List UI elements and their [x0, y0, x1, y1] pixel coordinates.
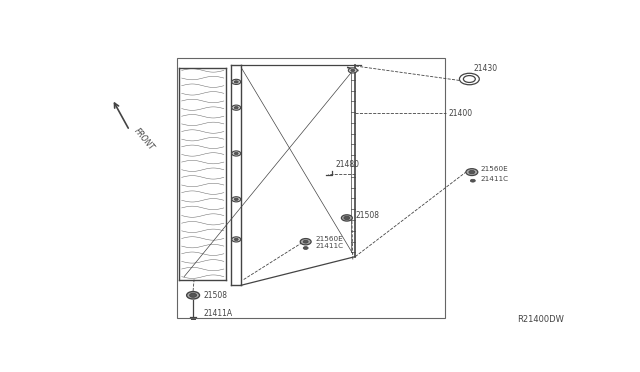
- Circle shape: [234, 198, 238, 201]
- Text: 21430: 21430: [474, 64, 497, 74]
- Circle shape: [303, 247, 308, 250]
- Circle shape: [232, 237, 241, 242]
- Text: 21411C: 21411C: [316, 243, 344, 249]
- Circle shape: [300, 238, 311, 245]
- Circle shape: [344, 216, 350, 219]
- Circle shape: [470, 179, 476, 182]
- Circle shape: [234, 81, 238, 83]
- Bar: [177, 58, 445, 318]
- Circle shape: [232, 105, 241, 110]
- Text: 21411A: 21411A: [203, 310, 232, 318]
- Text: FRONT: FRONT: [132, 126, 156, 152]
- Circle shape: [469, 170, 475, 174]
- Text: 21560E: 21560E: [316, 236, 343, 242]
- Circle shape: [232, 151, 241, 156]
- Text: 21411C: 21411C: [481, 176, 509, 182]
- Circle shape: [187, 292, 200, 299]
- Circle shape: [234, 153, 238, 155]
- Circle shape: [232, 197, 241, 202]
- Circle shape: [234, 106, 238, 109]
- Text: 21508: 21508: [203, 291, 227, 300]
- Circle shape: [341, 215, 352, 221]
- Text: 21560E: 21560E: [481, 166, 509, 172]
- Circle shape: [351, 69, 355, 71]
- Text: 21508: 21508: [356, 211, 380, 221]
- Text: 21400: 21400: [448, 109, 472, 118]
- Circle shape: [348, 68, 357, 73]
- Circle shape: [303, 240, 308, 243]
- Circle shape: [234, 238, 238, 241]
- Circle shape: [466, 169, 478, 176]
- Text: R21400DW: R21400DW: [516, 315, 564, 324]
- Text: 21480: 21480: [335, 160, 360, 169]
- Circle shape: [189, 293, 196, 297]
- Circle shape: [232, 79, 241, 84]
